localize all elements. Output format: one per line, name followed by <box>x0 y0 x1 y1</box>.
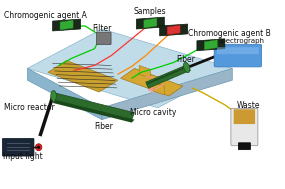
Text: Chromogenic agent A: Chromogenic agent A <box>4 11 87 20</box>
Polygon shape <box>160 24 188 36</box>
Polygon shape <box>102 68 232 120</box>
Polygon shape <box>48 60 118 92</box>
Text: Fiber: Fiber <box>176 56 195 64</box>
Text: Spectrograph: Spectrograph <box>217 38 264 44</box>
Text: Samples: Samples <box>134 7 166 16</box>
Polygon shape <box>60 20 73 30</box>
Text: Fiber: Fiber <box>95 122 113 132</box>
Polygon shape <box>197 39 225 51</box>
FancyBboxPatch shape <box>214 44 262 67</box>
Text: Chromogenic agent B: Chromogenic agent B <box>188 29 270 38</box>
Ellipse shape <box>37 146 40 149</box>
Polygon shape <box>153 82 164 95</box>
Polygon shape <box>167 25 180 35</box>
Polygon shape <box>139 65 150 78</box>
Polygon shape <box>144 18 157 28</box>
FancyBboxPatch shape <box>231 108 258 146</box>
Text: Input light: Input light <box>3 152 43 161</box>
Polygon shape <box>27 29 232 108</box>
FancyBboxPatch shape <box>2 138 34 156</box>
Polygon shape <box>146 64 190 88</box>
Ellipse shape <box>51 91 56 101</box>
Polygon shape <box>204 40 217 50</box>
Polygon shape <box>53 19 81 31</box>
Polygon shape <box>53 93 135 120</box>
Ellipse shape <box>184 62 190 73</box>
Text: Waste: Waste <box>237 101 260 110</box>
Polygon shape <box>53 100 135 123</box>
FancyBboxPatch shape <box>97 32 111 45</box>
FancyBboxPatch shape <box>238 143 251 150</box>
FancyBboxPatch shape <box>217 47 259 54</box>
FancyBboxPatch shape <box>234 109 255 124</box>
Polygon shape <box>137 17 164 29</box>
Text: Micro reactor: Micro reactor <box>4 103 55 112</box>
Polygon shape <box>121 68 183 96</box>
Text: Filter: Filter <box>93 24 112 33</box>
Text: Micro cavity: Micro cavity <box>130 108 176 117</box>
Polygon shape <box>27 68 102 120</box>
Ellipse shape <box>35 144 42 151</box>
Polygon shape <box>146 64 190 85</box>
